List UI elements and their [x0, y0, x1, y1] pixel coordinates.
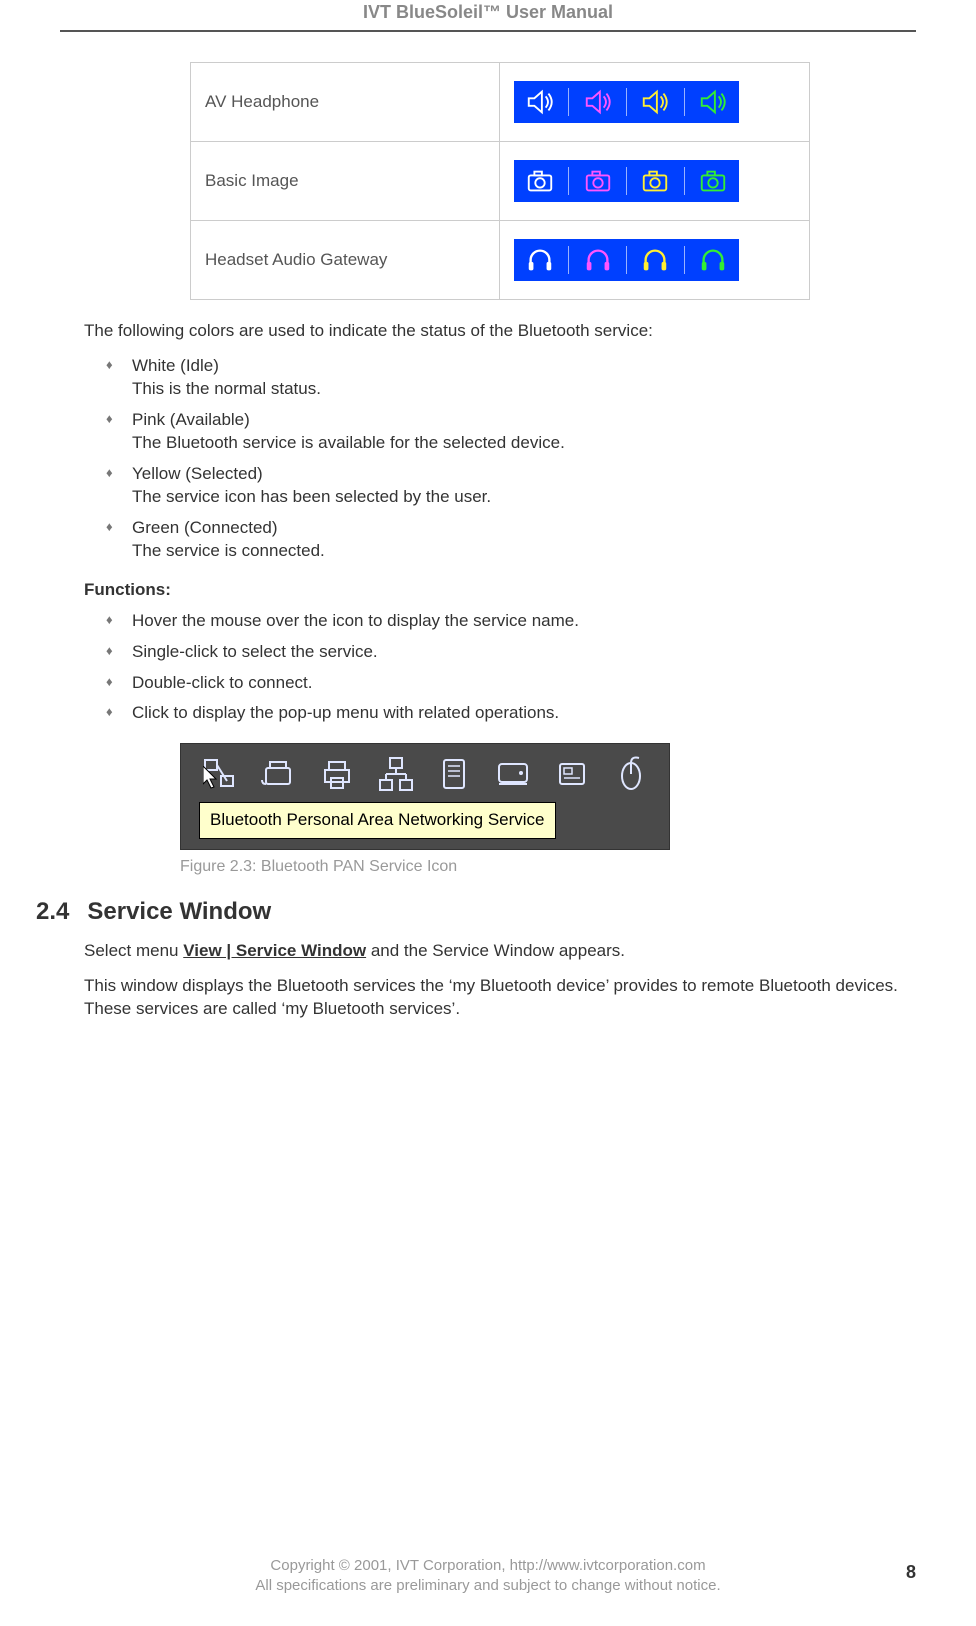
- speaker-icon: [639, 86, 671, 118]
- card-service-icon: [550, 752, 594, 796]
- headset-icon: [582, 244, 614, 276]
- function-item: Hover the mouse over the icon to display…: [106, 610, 916, 633]
- functions-heading: Functions:: [84, 579, 916, 602]
- fax-service-icon: [256, 752, 300, 796]
- page-footer: Copyright © 2001, IVT Corporation, http:…: [60, 1556, 916, 1597]
- status-item-desc: The service is connected.: [132, 540, 916, 563]
- section-p1-post: and the Service Window appears.: [366, 941, 625, 960]
- functions-list: Hover the mouse over the icon to display…: [106, 610, 916, 726]
- services-toolbar: [181, 744, 669, 802]
- serial-service-icon: [432, 752, 476, 796]
- status-item-title: Yellow (Selected): [132, 463, 916, 486]
- icon-row-label: AV Headphone: [191, 63, 500, 142]
- status-item: White (Idle)This is the normal status.: [106, 355, 916, 401]
- section-p1: Select menu View | Service Window and th…: [84, 940, 916, 963]
- footer-line1: Copyright © 2001, IVT Corporation, http:…: [60, 1556, 916, 1576]
- camera-icon: [639, 165, 671, 197]
- section-p2: This window displays the Bluetooth servi…: [84, 975, 916, 1021]
- section-title: Service Window: [87, 896, 271, 928]
- function-item: Single-click to select the service.: [106, 641, 916, 664]
- section-p1-pre: Select menu: [84, 941, 183, 960]
- status-color-list: White (Idle)This is the normal status. Pi…: [106, 355, 916, 563]
- figure-caption: Figure 2.3: Bluetooth PAN Service Icon: [180, 856, 916, 878]
- icon-row-strip: [500, 142, 810, 221]
- status-item: Yellow (Selected)The service icon has be…: [106, 463, 916, 509]
- section-number: 2.4: [36, 896, 69, 928]
- icon-row-strip: [500, 221, 810, 300]
- headset-icon: [697, 244, 729, 276]
- footer-line2: All specifications are preliminary and s…: [60, 1576, 916, 1596]
- camera-icon: [582, 165, 614, 197]
- lan-service-icon: [374, 752, 418, 796]
- service-icon-table: AV Headphone Basic Image Headset Audio G…: [190, 62, 810, 300]
- status-item: Pink (Available)The Bluetooth service is…: [106, 409, 916, 455]
- status-intro-para: The following colors are used to indicat…: [84, 320, 916, 343]
- camera-icon: [697, 165, 729, 197]
- headset-icon: [524, 244, 556, 276]
- status-item-title: Green (Connected): [132, 517, 916, 540]
- status-item-desc: This is the normal status.: [132, 378, 916, 401]
- icon-row-label: Headset Audio Gateway: [191, 221, 500, 300]
- status-item-title: White (Idle): [132, 355, 916, 378]
- printer-service-icon: [315, 752, 359, 796]
- speaker-icon: [524, 86, 556, 118]
- function-item: Double-click to connect.: [106, 672, 916, 695]
- function-item: Click to display the pop-up menu with re…: [106, 702, 916, 725]
- dialup-service-icon: [491, 752, 535, 796]
- speaker-icon: [697, 86, 729, 118]
- mouse-service-icon: [609, 752, 653, 796]
- icon-table-row: Basic Image: [191, 142, 810, 221]
- tooltip: Bluetooth Personal Area Networking Servi…: [199, 802, 556, 839]
- status-item-desc: The service icon has been selected by th…: [132, 486, 916, 509]
- speaker-icon: [582, 86, 614, 118]
- status-item: Green (Connected)The service is connecte…: [106, 517, 916, 563]
- header-title: IVT BlueSoleil™ User Manual: [60, 0, 916, 30]
- icon-table-row: Headset Audio Gateway: [191, 221, 810, 300]
- icon-row-label: Basic Image: [191, 142, 500, 221]
- icon-row-strip: [500, 63, 810, 142]
- header-rule: [60, 30, 916, 32]
- camera-icon: [524, 165, 556, 197]
- menu-path: View | Service Window: [183, 941, 366, 960]
- page-number: 8: [906, 1560, 916, 1584]
- pan-service-screenshot: Bluetooth Personal Area Networking Servi…: [180, 743, 670, 850]
- icon-table-row: AV Headphone: [191, 63, 810, 142]
- status-item-title: Pink (Available): [132, 409, 916, 432]
- headset-icon: [639, 244, 671, 276]
- status-item-desc: The Bluetooth service is available for t…: [132, 432, 916, 455]
